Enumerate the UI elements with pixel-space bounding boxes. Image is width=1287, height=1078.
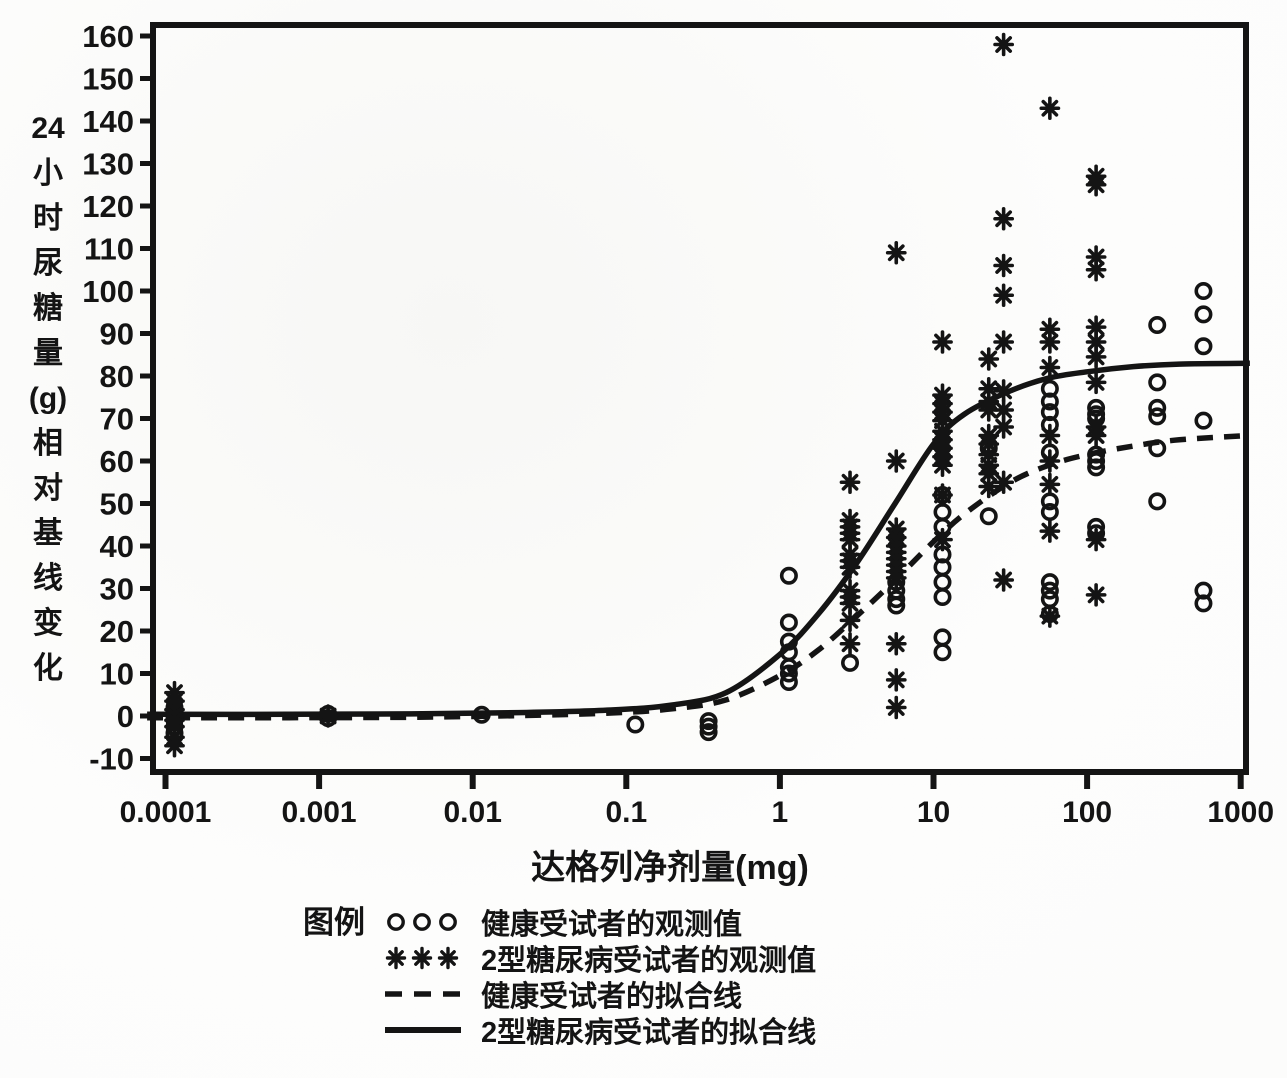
svg-text:40: 40 bbox=[100, 529, 134, 564]
svg-text:120: 120 bbox=[82, 189, 134, 224]
svg-text:1: 1 bbox=[772, 796, 789, 829]
svg-text:150: 150 bbox=[82, 62, 134, 97]
svg-text:90: 90 bbox=[100, 317, 134, 352]
y-axis-title-char: 相 bbox=[33, 427, 63, 460]
y-axis-title-char: 量 bbox=[33, 337, 63, 370]
svg-text:70: 70 bbox=[100, 402, 134, 437]
x-axis-ticks: 0.0001 0.001 0.01 0.1 1 10 100 1000 bbox=[120, 772, 1274, 829]
solid-line-icon bbox=[385, 1027, 461, 1033]
svg-text:160: 160 bbox=[82, 19, 134, 54]
svg-text:110: 110 bbox=[84, 232, 134, 267]
svg-text:10: 10 bbox=[100, 657, 134, 692]
y-axis-ticks: 1601501401301201101009080706050403020100… bbox=[82, 19, 153, 777]
healthy-observed-points bbox=[165, 281, 1213, 742]
y-axis-title-char: 基 bbox=[33, 517, 63, 550]
t2dm-fitted-line bbox=[147, 360, 1250, 718]
legend-label: 健康受试者的拟合线 bbox=[481, 981, 743, 1013]
svg-text:-10: -10 bbox=[89, 742, 134, 777]
x-axis-title: 达格列净剂量(mg) bbox=[531, 849, 809, 887]
y-axis-title-char: 对 bbox=[33, 472, 63, 505]
plot-frame bbox=[150, 22, 1249, 775]
y-axis-title-char: 24 bbox=[31, 112, 65, 145]
svg-text:140: 140 bbox=[82, 104, 134, 139]
svg-text:10: 10 bbox=[917, 796, 950, 829]
asterisk-markers-icon bbox=[385, 946, 459, 970]
svg-text:60: 60 bbox=[100, 444, 134, 479]
y-axis-title-char: 尿 bbox=[33, 247, 63, 280]
legend-row-healthy-observed: 健康受试者的观测值 bbox=[383, 904, 816, 941]
y-axis-title-char: 化 bbox=[33, 652, 63, 685]
y-axis-title-char: 变 bbox=[33, 607, 63, 640]
y-axis-title-char: 线 bbox=[33, 562, 63, 595]
svg-text:0.001: 0.001 bbox=[282, 796, 357, 829]
legend: 图例 健康受试者的观测值 2型糖尿病受试者的观测 bbox=[303, 904, 817, 1049]
svg-text:0.0001: 0.0001 bbox=[120, 796, 212, 829]
y-axis-title-char: 小 bbox=[33, 157, 63, 190]
svg-text:0: 0 bbox=[117, 699, 134, 734]
svg-text:30: 30 bbox=[100, 572, 134, 607]
svg-text:100: 100 bbox=[82, 274, 134, 309]
y-axis-title-char: (g) bbox=[28, 382, 68, 415]
svg-text:80: 80 bbox=[100, 359, 134, 394]
legend-title: 图例 bbox=[303, 905, 365, 940]
legend-label: 2型糖尿病受试者的拟合线 bbox=[481, 1017, 817, 1049]
svg-text:20: 20 bbox=[100, 614, 134, 649]
svg-text:0.1: 0.1 bbox=[605, 796, 647, 829]
svg-text:1000: 1000 bbox=[1207, 796, 1274, 829]
svg-text:100: 100 bbox=[1062, 796, 1112, 829]
legend-rows: 健康受试者的观测值 2型糖尿病受试者的观测值 健康受试者的拟合线 bbox=[383, 904, 817, 1049]
svg-text:50: 50 bbox=[100, 487, 134, 522]
circle-markers-icon bbox=[387, 913, 457, 931]
y-axis-title-char: 糖 bbox=[33, 292, 63, 325]
legend-row-t2dm-observed: 2型糖尿病受试者的观测值 bbox=[383, 940, 817, 977]
legend-row-t2dm-fitted: 2型糖尿病受试者的拟合线 bbox=[383, 1012, 817, 1049]
svg-text:0.01: 0.01 bbox=[444, 796, 502, 829]
y-axis-title-char: 时 bbox=[33, 202, 63, 235]
y-axis-title: 24 小时尿糖量 (g) 相对基线变化 bbox=[20, 106, 76, 691]
legend-row-healthy-fitted: 健康受试者的拟合线 bbox=[383, 976, 816, 1013]
svg-text:130: 130 bbox=[82, 147, 134, 182]
dashed-line-icon bbox=[385, 991, 461, 997]
dose-response-chart: 1601501401301201101009080706050403020100… bbox=[82, 19, 1274, 829]
legend-label: 健康受试者的观测值 bbox=[481, 909, 743, 941]
healthy-fitted-line bbox=[147, 432, 1251, 721]
t2dm-observed-points bbox=[164, 32, 1107, 758]
legend-label: 2型糖尿病受试者的观测值 bbox=[481, 945, 817, 977]
